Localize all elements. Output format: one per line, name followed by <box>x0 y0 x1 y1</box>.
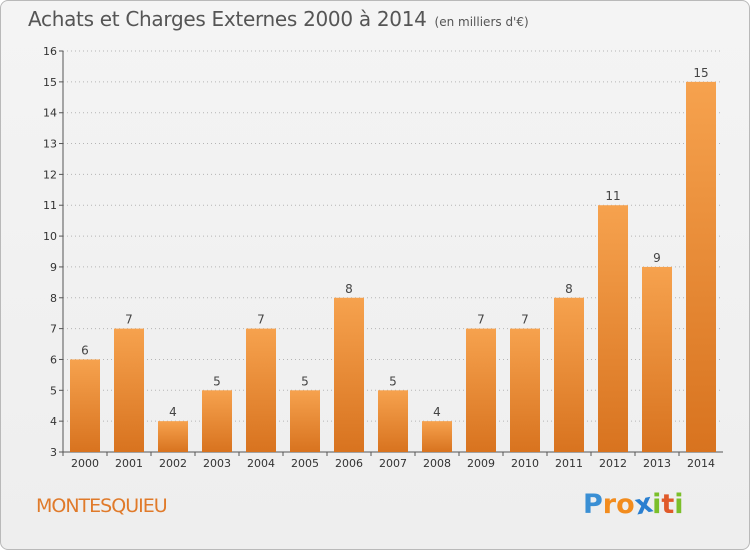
x-tick-label: 2006 <box>335 457 363 470</box>
bar <box>334 297 364 452</box>
bar <box>598 205 628 452</box>
y-tick-label: 15 <box>43 76 57 89</box>
y-tick-label: 16 <box>43 45 57 58</box>
data-label: 8 <box>565 282 573 296</box>
data-label: 11 <box>605 189 620 203</box>
y-tick-label: 14 <box>43 107 57 120</box>
logo-letter: i <box>674 489 684 520</box>
bar <box>554 297 584 452</box>
bar <box>114 328 144 452</box>
data-label: 9 <box>653 251 661 265</box>
logo-letter: t <box>661 489 675 520</box>
data-label: 4 <box>433 405 441 419</box>
y-tick-label: 12 <box>43 168 57 181</box>
data-label: 6 <box>81 343 89 357</box>
x-tick-label: 2001 <box>115 457 143 470</box>
data-label: 7 <box>257 313 265 327</box>
proxiti-logo: Proxiti <box>583 488 684 522</box>
bar <box>378 390 408 452</box>
bar <box>510 328 540 452</box>
y-tick-label: 10 <box>43 230 57 243</box>
y-tick-label: 3 <box>50 446 57 459</box>
bar <box>642 266 672 452</box>
y-tick-label: 11 <box>43 199 57 212</box>
x-tick-label: 2012 <box>599 457 627 470</box>
commune-name: MONTESQUIEU <box>36 495 168 517</box>
data-label: 7 <box>477 313 485 327</box>
x-tick-label: 2010 <box>511 457 539 470</box>
logo-letter: r <box>602 489 617 520</box>
bar <box>70 359 100 452</box>
x-tick-label: 2003 <box>203 457 231 470</box>
logo-letter: i <box>652 489 662 520</box>
x-tick-label: 2011 <box>555 457 583 470</box>
bar <box>158 421 188 452</box>
x-tick-label: 2002 <box>159 457 187 470</box>
y-tick-label: 9 <box>50 261 57 274</box>
logo-letter: o <box>616 489 635 520</box>
x-tick-label: 2007 <box>379 457 407 470</box>
x-tick-label: 2014 <box>687 457 715 470</box>
chart-title-text: Achats et Charges Externes 2000 à 2014 <box>28 7 427 31</box>
x-tick-label: 2008 <box>423 457 451 470</box>
y-tick-label: 4 <box>50 415 57 428</box>
y-tick-label: 8 <box>50 292 57 305</box>
x-tick-label: 2005 <box>291 457 319 470</box>
data-label: 7 <box>521 313 529 327</box>
data-label: 5 <box>213 374 221 388</box>
bar <box>422 421 452 452</box>
data-label: 5 <box>301 374 309 388</box>
data-label: 7 <box>125 313 133 327</box>
bar <box>246 328 276 452</box>
y-tick-label: 5 <box>50 384 57 397</box>
data-label: 8 <box>345 282 353 296</box>
x-tick-label: 2009 <box>467 457 495 470</box>
x-tick-label: 2004 <box>247 457 275 470</box>
y-tick-label: 7 <box>50 323 57 336</box>
data-label: 15 <box>693 66 708 80</box>
x-tick-label: 2013 <box>643 457 671 470</box>
y-tick-label: 13 <box>43 138 57 151</box>
bar <box>686 81 716 452</box>
chart-subtitle: (en milliers d'€) <box>434 15 529 29</box>
data-label: 5 <box>389 374 397 388</box>
data-label: 4 <box>169 405 177 419</box>
logo-letter: P <box>583 489 603 520</box>
chart-title: Achats et Charges Externes 2000 à 2014 (e… <box>28 7 529 31</box>
bar <box>202 390 232 452</box>
bar <box>466 328 496 452</box>
bar <box>290 390 320 452</box>
x-tick-label: 2000 <box>71 457 99 470</box>
y-tick-label: 6 <box>50 353 57 366</box>
